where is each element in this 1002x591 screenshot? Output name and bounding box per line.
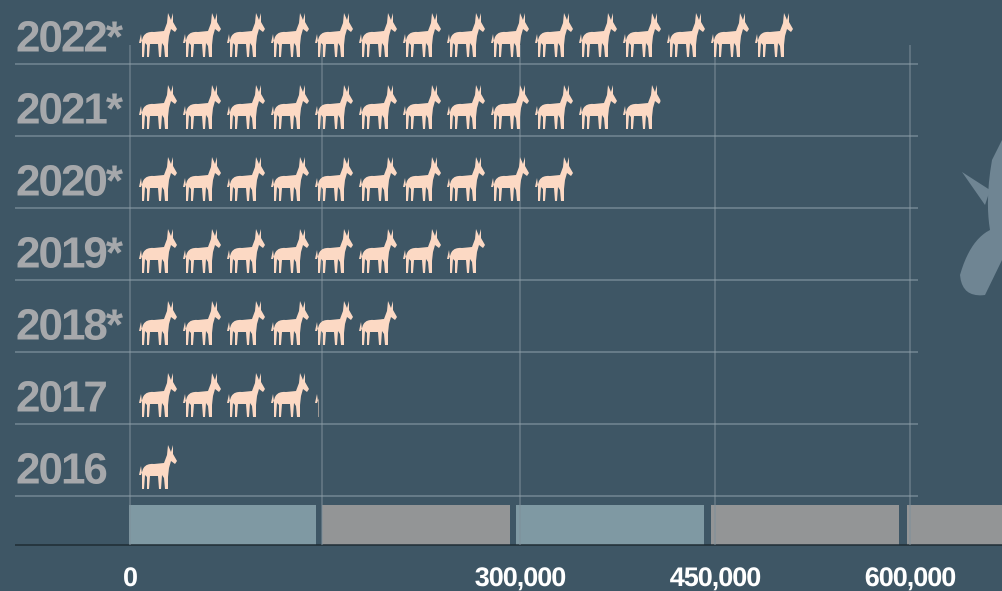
y-tick-label: 2019* — [16, 229, 124, 278]
y-tick-label: 2020* — [16, 157, 124, 206]
x-tick-label: 600,000 — [865, 562, 956, 591]
y-tick-label: 2017 — [16, 373, 106, 422]
x-tick-label: 450,000 — [670, 562, 761, 591]
x-tick-label: 0 — [123, 562, 137, 591]
x-tick-label: 300,000 — [475, 562, 566, 591]
chart: 0 300,000 450,000 600,000 2022* 2021* 2020* 201… — [0, 0, 1002, 591]
y-tick-label: 2018* — [16, 301, 124, 350]
y-tick-label: 2016 — [16, 445, 106, 494]
background — [0, 0, 1002, 591]
y-tick-label: 2021* — [16, 85, 124, 134]
y-tick-label: 2022* — [16, 13, 124, 62]
